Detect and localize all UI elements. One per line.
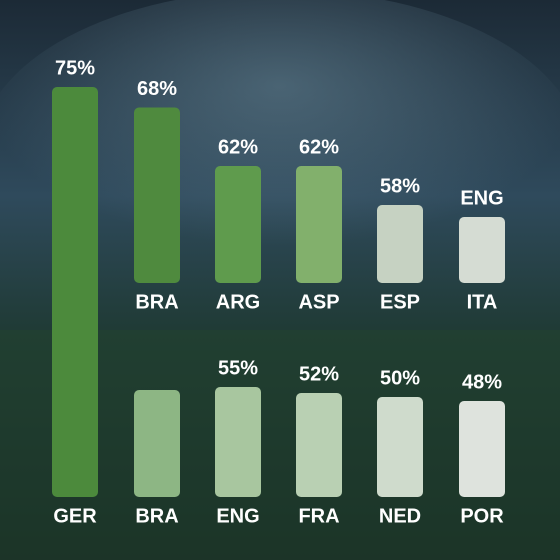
bar: [215, 387, 261, 497]
value-label: 58%: [380, 175, 420, 197]
category-label: BRA: [135, 291, 178, 313]
bar: [377, 397, 423, 497]
category-label: FRA: [298, 505, 339, 527]
value-label: 48%: [462, 371, 502, 393]
placeholder-bar: [134, 390, 180, 497]
value-label: ENG: [460, 187, 503, 209]
category-label: ITA: [467, 291, 498, 313]
bar: [296, 166, 342, 283]
pitch: [0, 330, 560, 560]
value-label: 52%: [299, 363, 339, 385]
category-label: ASP: [298, 291, 339, 313]
category-label: GER: [53, 505, 97, 527]
category-label: NED: [379, 505, 421, 527]
category-label: ESP: [380, 291, 420, 313]
value-label: 68%: [137, 78, 177, 100]
value-label: 55%: [218, 357, 258, 379]
bar: [52, 87, 98, 497]
category-label: ARG: [216, 291, 260, 313]
category-label: POR: [460, 505, 504, 527]
bar: [459, 401, 505, 497]
value-label: 62%: [299, 136, 339, 158]
value-label: 50%: [380, 367, 420, 389]
bar: [296, 393, 342, 497]
category-label: BRA: [135, 505, 178, 527]
value-label: 75%: [55, 57, 95, 79]
bar: [377, 205, 423, 283]
bar: [215, 166, 261, 283]
value-label: 62%: [218, 136, 258, 158]
placeholder-bar: [459, 217, 505, 283]
bar: [134, 107, 180, 283]
category-label: ENG: [216, 505, 259, 527]
